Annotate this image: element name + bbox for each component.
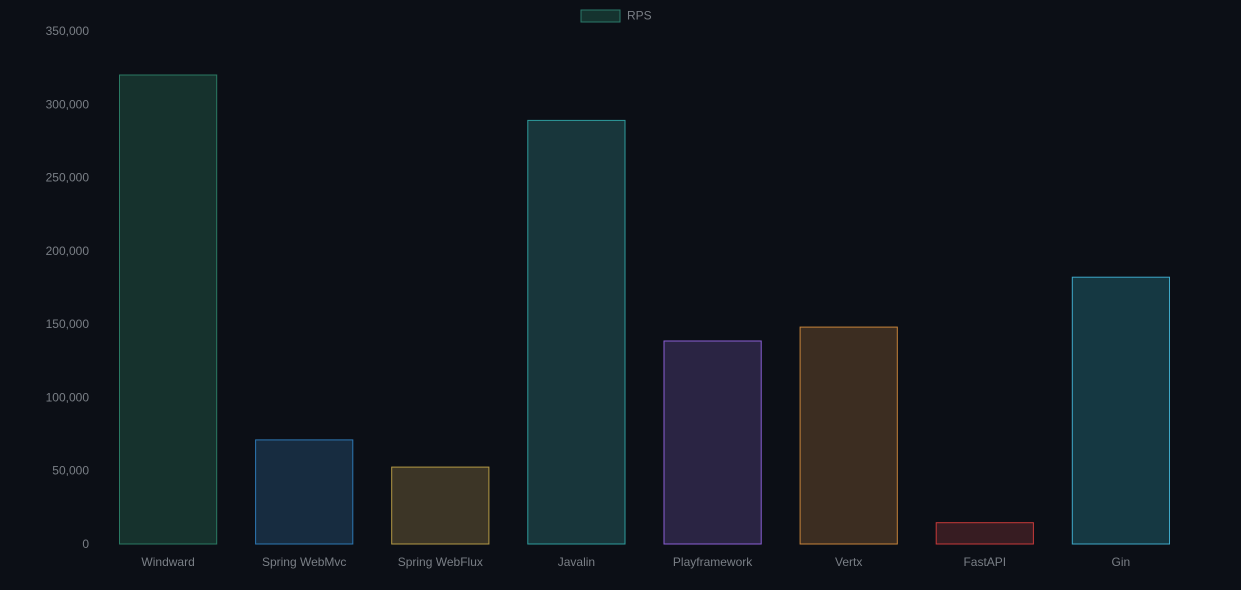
- y-tick-label: 300,000: [46, 97, 90, 111]
- x-tick-label: Playframework: [673, 555, 753, 569]
- y-tick-label: 0: [82, 537, 89, 551]
- bar-vertx[interactable]: [799, 326, 898, 545]
- bar-spring-webflux[interactable]: [391, 466, 490, 545]
- bar-spring-webmvc[interactable]: [255, 439, 354, 545]
- y-tick-label: 50,000: [52, 464, 89, 478]
- y-tick-label: 250,000: [46, 171, 90, 185]
- x-tick-label: Windward: [141, 555, 194, 569]
- y-tick-label: 200,000: [46, 244, 90, 258]
- x-tick-label: Spring WebFlux: [398, 555, 483, 569]
- bar-javalin[interactable]: [527, 119, 626, 545]
- x-tick-label: Spring WebMvc: [262, 555, 346, 569]
- x-axis: Windward Spring WebMvc Spring WebFlux Javal…: [141, 555, 1130, 569]
- x-tick-label: FastAPI: [963, 555, 1006, 569]
- x-tick-label: Vertx: [835, 555, 862, 569]
- x-tick-label: Javalin: [558, 555, 595, 569]
- x-tick-label: Gin: [1112, 555, 1131, 569]
- y-tick-label: 350,000: [46, 24, 90, 38]
- y-axis: 0 50,000 100,000 150,000 200,000 250,000 300,0…: [46, 24, 90, 551]
- bar-windward[interactable]: [119, 74, 218, 545]
- legend-swatch[interactable]: [580, 9, 621, 23]
- y-tick-label: 100,000: [46, 390, 90, 404]
- bars: [119, 74, 1171, 545]
- y-tick-label: 150,000: [46, 317, 90, 331]
- legend-label-rps[interactable]: RPS: [627, 9, 652, 23]
- bar-gin[interactable]: [1071, 276, 1171, 545]
- bar-fastapi[interactable]: [935, 522, 1034, 545]
- bar-playframework[interactable]: [663, 340, 762, 545]
- legend[interactable]: RPS: [580, 9, 652, 23]
